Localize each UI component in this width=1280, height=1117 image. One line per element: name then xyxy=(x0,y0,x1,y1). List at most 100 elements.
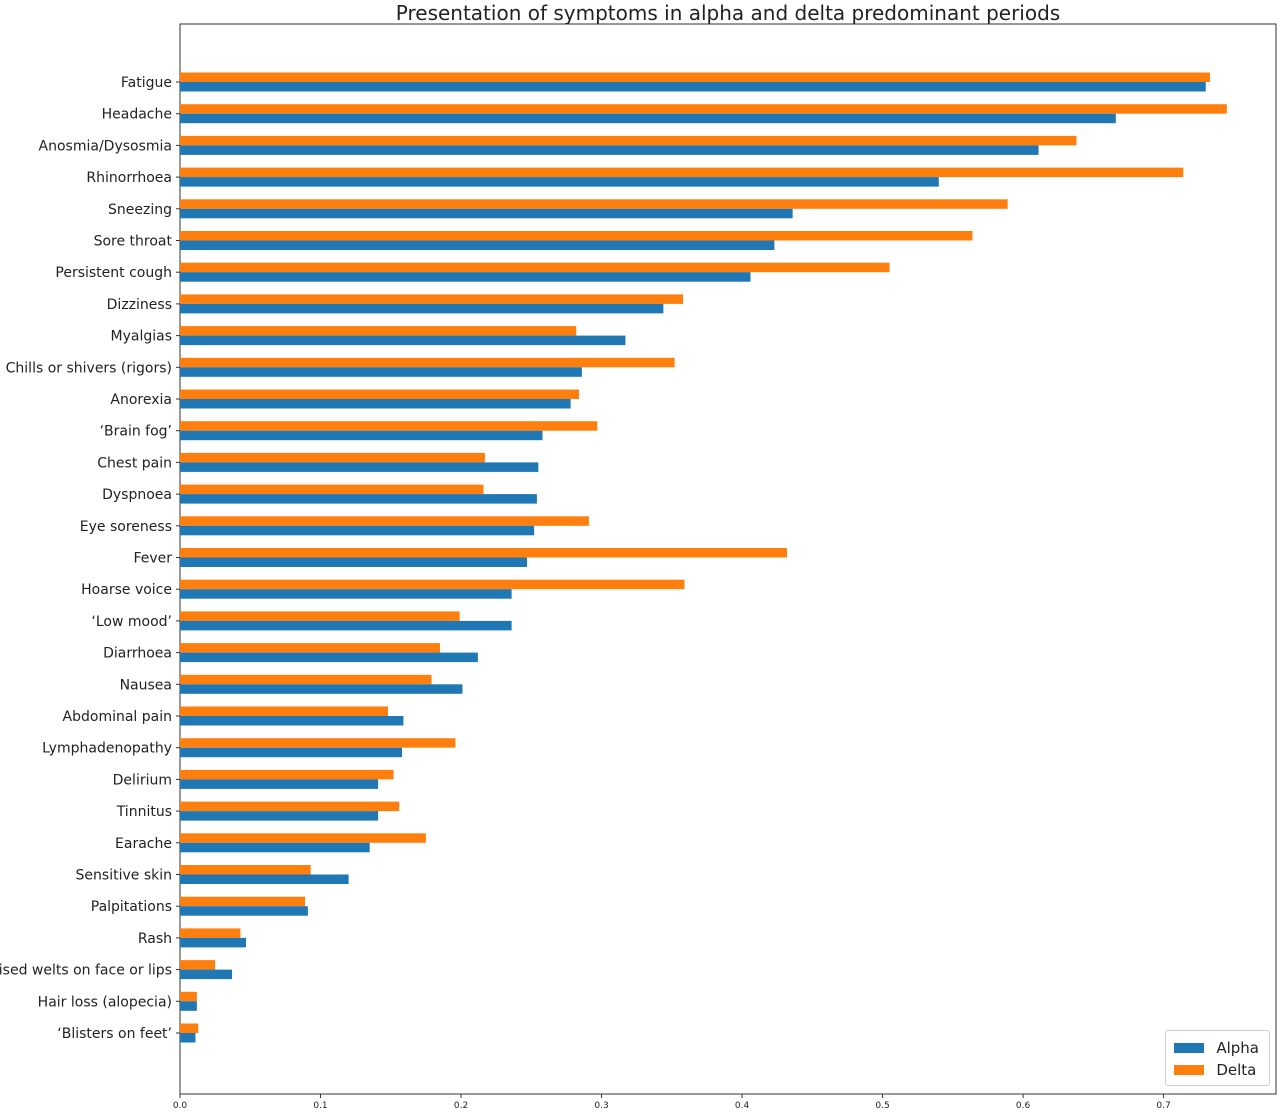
bar-alpha xyxy=(180,684,463,694)
bar-delta xyxy=(180,579,685,590)
bar-alpha xyxy=(180,525,535,536)
y-tick-label: Rhinorrhoea xyxy=(86,170,172,186)
x-tick-label: 0.6 xyxy=(1016,1101,1031,1111)
bar-delta xyxy=(180,135,1077,146)
bar-delta xyxy=(180,294,684,304)
y-tick-label: Chills or shivers (rigors) xyxy=(6,360,172,376)
bar-delta xyxy=(180,421,598,431)
legend-item-alpha: Alpha xyxy=(1174,1037,1259,1059)
bar-alpha xyxy=(180,303,664,314)
y-tick-label: Nausea xyxy=(120,677,172,693)
bar-alpha xyxy=(180,589,512,599)
x-tick-label: 0.5 xyxy=(875,1101,889,1111)
bar-alpha xyxy=(180,747,403,758)
bar-delta xyxy=(180,262,890,273)
legend-label-delta: Delta xyxy=(1216,1061,1257,1079)
y-tick-label: Sensitive skin xyxy=(76,868,172,884)
x-tick-label: 0.2 xyxy=(454,1101,468,1111)
bar-delta xyxy=(180,738,456,748)
bar-delta xyxy=(180,231,973,241)
bar-delta xyxy=(180,643,440,653)
y-tick-label: Palpitations xyxy=(91,899,172,915)
y-tick-label: Earache xyxy=(115,836,172,852)
bar-delta xyxy=(180,167,1184,178)
legend: Alpha Delta xyxy=(1165,1030,1270,1086)
bar-delta xyxy=(180,928,241,938)
bar-delta xyxy=(180,706,388,716)
legend-item-delta: Delta xyxy=(1174,1059,1259,1081)
y-tick-label: ‘Brain fog’ xyxy=(100,424,172,440)
legend-label-alpha: Alpha xyxy=(1216,1039,1259,1057)
bar-alpha xyxy=(180,842,370,853)
y-tick-label: ‘Blisters on feet’ xyxy=(57,1026,172,1042)
bar-delta xyxy=(180,769,394,780)
bar-alpha xyxy=(180,969,232,980)
bar-delta xyxy=(180,199,1008,209)
y-tick-label: Hoarse voice xyxy=(81,582,172,598)
bar-alpha xyxy=(180,367,582,377)
y-tick-label: Raised welts on face or lips xyxy=(0,963,172,979)
bar-delta xyxy=(180,452,485,463)
legend-swatch-delta xyxy=(1174,1065,1205,1075)
y-tick-label: Delirium xyxy=(113,772,172,788)
bar-alpha xyxy=(180,430,543,441)
bar-alpha xyxy=(180,620,512,631)
y-tick-label: Headache xyxy=(102,107,172,123)
legend-swatch-alpha xyxy=(1174,1043,1205,1053)
bar-alpha xyxy=(180,82,1206,92)
x-tick-label: 0.7 xyxy=(1156,1101,1170,1111)
y-tick-label: Anorexia xyxy=(110,392,172,408)
bar-alpha xyxy=(180,557,528,567)
y-tick-label: Chest pain xyxy=(97,455,172,471)
bar-delta xyxy=(180,1023,199,1033)
y-tick-label: Sneezing xyxy=(108,202,172,218)
y-tick-label: Tinnitus xyxy=(116,804,172,820)
y-tick-label: Anosmia/Dysosmia xyxy=(39,138,172,154)
y-tick-label: ‘Low mood’ xyxy=(91,614,172,630)
x-tick-label: 0.4 xyxy=(735,1101,750,1111)
y-tick-label: Eye soreness xyxy=(80,519,172,535)
x-tick-label: 0.1 xyxy=(313,1101,327,1111)
bar-alpha xyxy=(180,1001,197,1011)
bar-alpha xyxy=(180,811,379,821)
y-tick-label: Fever xyxy=(133,551,172,567)
bar-delta xyxy=(180,389,580,399)
bar-delta xyxy=(180,833,426,843)
y-tick-label: Hair loss (alopecia) xyxy=(38,994,172,1010)
bar-alpha xyxy=(180,937,247,948)
y-tick-label: Fatigue xyxy=(121,75,172,91)
y-tick-label: Lymphadenopathy xyxy=(42,741,172,757)
bar-alpha xyxy=(180,145,1039,155)
bar-delta xyxy=(180,611,460,621)
bar-delta xyxy=(180,357,675,368)
x-tick-label: 0.0 xyxy=(173,1101,188,1111)
bar-alpha xyxy=(180,177,939,187)
bar-alpha xyxy=(180,716,404,726)
y-tick-label: Diarrhoea xyxy=(103,646,172,662)
bar-alpha xyxy=(180,335,626,346)
bar-alpha xyxy=(180,240,775,250)
y-tick-label: Sore throat xyxy=(94,234,173,250)
bar-delta xyxy=(180,960,216,970)
bar-alpha xyxy=(180,779,379,789)
bar-delta xyxy=(180,991,197,1002)
bar-alpha xyxy=(180,906,308,916)
y-tick-label: Myalgias xyxy=(111,329,172,345)
bar-delta xyxy=(180,484,484,495)
bar-alpha xyxy=(180,494,537,504)
bar-delta xyxy=(180,674,432,685)
bar-alpha xyxy=(180,208,793,219)
bar-delta xyxy=(180,801,400,812)
bar-alpha xyxy=(180,272,751,282)
y-tick-label: Persistent cough xyxy=(55,265,172,281)
bar-alpha xyxy=(180,113,1116,124)
bar-alpha xyxy=(180,874,349,884)
y-tick-label: Abdominal pain xyxy=(63,709,172,725)
bar-delta xyxy=(180,516,589,526)
bar-delta xyxy=(180,865,311,875)
x-tick-label: 0.3 xyxy=(594,1101,608,1111)
bar-alpha xyxy=(180,652,478,663)
bar-delta xyxy=(180,326,577,336)
